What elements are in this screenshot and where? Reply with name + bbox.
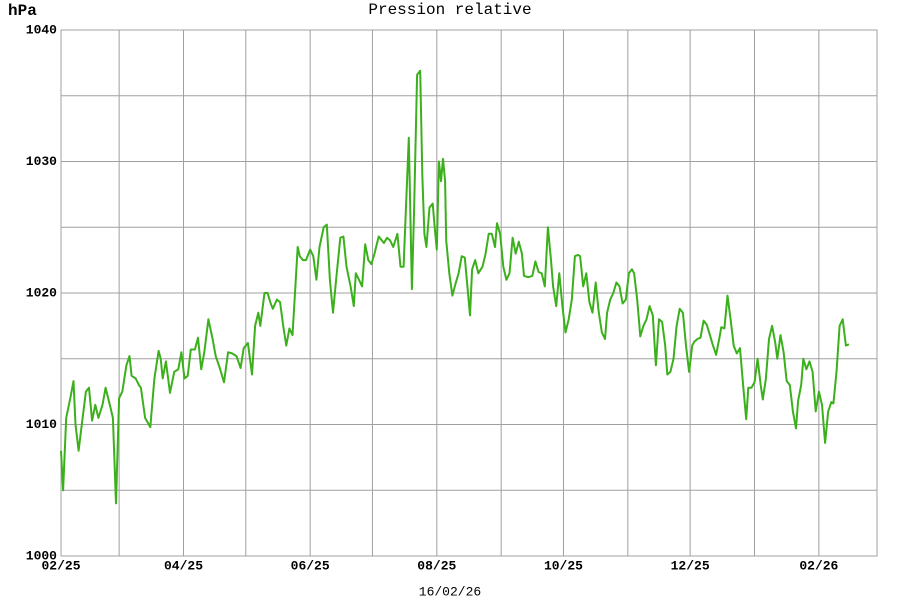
y-axis-label: hPa bbox=[8, 2, 37, 20]
x-tick-label: 12/25 bbox=[671, 558, 710, 573]
x-tick-label: 10/25 bbox=[544, 558, 583, 573]
y-tick-label: 1020 bbox=[26, 285, 57, 300]
chart-title: Pression relative bbox=[368, 1, 531, 19]
x-tick-label: 04/25 bbox=[164, 558, 203, 573]
x-tick-label: 02/26 bbox=[799, 558, 838, 573]
x-tick-label: 06/25 bbox=[291, 558, 330, 573]
pressure-line bbox=[60, 69, 850, 505]
y-tick-label: 1010 bbox=[26, 417, 57, 432]
x-tick-label: 02/25 bbox=[41, 558, 80, 573]
subtitle: 16/02/26 bbox=[419, 584, 481, 599]
y-tick-label: 1030 bbox=[26, 154, 57, 169]
y-tick-label: 1040 bbox=[26, 22, 57, 37]
x-tick-label: 08/25 bbox=[417, 558, 456, 573]
y-tick-label: 1000 bbox=[26, 548, 57, 563]
